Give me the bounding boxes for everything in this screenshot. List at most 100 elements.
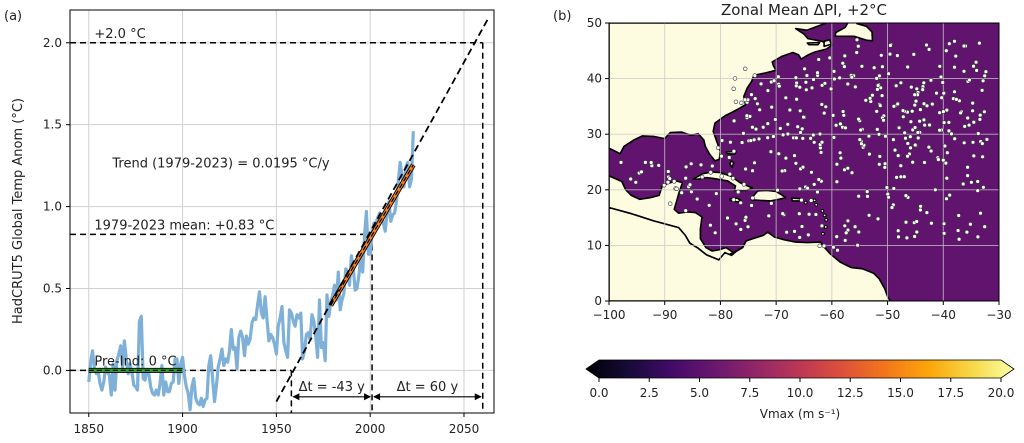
storm-point (880, 64, 885, 69)
storm-point (941, 221, 947, 226)
storm-point (799, 197, 804, 203)
storm-point (661, 183, 667, 188)
storm-point (893, 83, 899, 88)
storm-point (841, 113, 846, 118)
x-tick-label: 1850 (73, 422, 104, 436)
storm-point (756, 136, 762, 142)
panel-b-map (609, 23, 999, 301)
storm-point (886, 71, 891, 76)
storm-point (799, 224, 805, 229)
storm-point (971, 153, 976, 159)
storm-point (952, 64, 957, 70)
storm-point (875, 127, 880, 132)
storm-point (965, 115, 970, 121)
storm-point (804, 87, 809, 93)
lat-tick-label: 40 (587, 72, 602, 86)
storm-point (708, 223, 713, 228)
island-newfoundland (834, 23, 874, 42)
storm-point (787, 107, 793, 113)
storm-point (856, 194, 861, 199)
storm-point (968, 222, 973, 227)
reference-line-label: Pre-Ind: 0 °C (94, 354, 176, 369)
y-tick-label: 0.0 (43, 363, 62, 377)
storm-point (656, 163, 661, 168)
panel-a-grid (70, 10, 494, 413)
storm-point (909, 108, 915, 114)
storm-point (845, 81, 850, 87)
storm-point (898, 174, 904, 180)
storm-point (827, 55, 832, 61)
storm-point (894, 175, 899, 180)
storm-point (731, 118, 737, 124)
storm-point (866, 133, 872, 139)
storm-point (937, 110, 942, 115)
storm-point (743, 166, 748, 172)
storm-point (801, 114, 806, 120)
storm-point (809, 85, 815, 91)
storm-point (749, 203, 754, 208)
storm-point (679, 190, 684, 195)
storm-point (792, 153, 797, 158)
colorbar-tick-label: 2.5 (640, 386, 659, 400)
storm-point (942, 143, 948, 149)
storm-point (793, 75, 799, 80)
storm-point (977, 117, 983, 122)
storm-point (731, 149, 737, 154)
storm-point (976, 131, 981, 136)
delta-t-label: Δt = -43 y (299, 380, 366, 395)
colorbar-tick-label: 7.5 (740, 386, 759, 400)
storm-point (683, 164, 689, 170)
storm-point (875, 87, 880, 92)
storm-point (982, 224, 987, 229)
colorbar-tick-label: 17.5 (937, 386, 964, 400)
storm-point (971, 63, 976, 69)
panel-a-label: (a) (4, 9, 22, 24)
storm-point (912, 92, 917, 97)
storm-point (816, 57, 821, 62)
storm-point (843, 230, 849, 236)
lon-tick-label: −80 (708, 308, 733, 322)
island-hispaniola (750, 189, 787, 202)
storm-point (952, 89, 957, 95)
storm-point (854, 37, 860, 42)
storm-point (896, 234, 901, 240)
storm-point (648, 160, 654, 165)
island-lesser-antilles (803, 200, 808, 205)
storm-point (941, 109, 946, 114)
trend-annotation: Trend (1979-2023) = 0.0195 °C/y (111, 156, 329, 171)
storm-point (904, 235, 910, 241)
storm-point (798, 130, 803, 135)
panel-a: (a) 1850 1900 1950 2000 20500.00.51.01.52.0 … (4, 9, 495, 436)
storm-point (813, 212, 819, 217)
panel-a-y-axis-label: HadCRUT5 Global Temp Anom (°C) (11, 98, 26, 324)
storm-point (933, 187, 938, 193)
lon-tick-label: −100 (593, 308, 626, 322)
storm-point (667, 176, 672, 181)
panel-b-ticks: −100 −90 −80 −70 −60 −50 −40 −30 0 10 20 30 40 50 (587, 16, 1012, 322)
storm-point (898, 80, 904, 86)
storm-point (864, 189, 870, 194)
storm-point (843, 125, 848, 131)
storm-point (715, 145, 721, 151)
storm-point (809, 170, 814, 175)
storm-point (961, 69, 967, 74)
storm-point (922, 160, 927, 165)
storm-point (765, 88, 771, 93)
storm-point (738, 200, 743, 206)
storm-point (929, 221, 934, 226)
storm-point (913, 98, 919, 104)
storm-point (755, 101, 760, 107)
storm-point (775, 187, 780, 193)
storm-point (752, 73, 757, 78)
colorbar-tick-label: 10.0 (787, 386, 814, 400)
panel-b-label: (b) (553, 9, 571, 24)
storm-point (815, 70, 820, 75)
x-tick-label: 1900 (167, 422, 198, 436)
storm-point (905, 154, 910, 159)
storm-point (895, 101, 900, 107)
island-lesser-antilles (824, 217, 829, 222)
storm-point (777, 83, 782, 89)
storm-point (855, 243, 860, 248)
storm-point (859, 141, 864, 146)
